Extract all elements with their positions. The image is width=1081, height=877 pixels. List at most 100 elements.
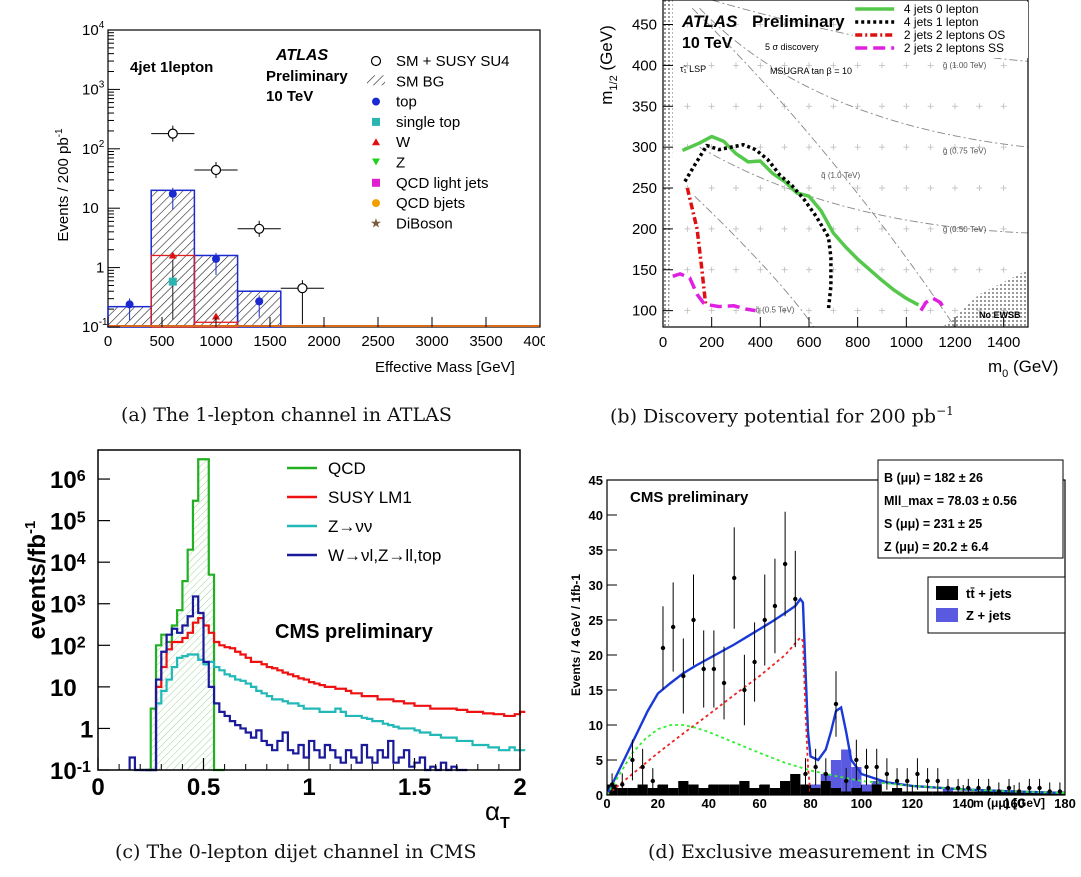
c-ytick-label: 102 xyxy=(50,633,86,660)
w-point xyxy=(168,251,177,259)
grid-cross xyxy=(684,266,691,273)
b-xtick-label: 1200 xyxy=(938,334,971,351)
top-point xyxy=(255,297,264,306)
d-xtick-label: 0 xyxy=(603,796,610,811)
b-legend-label: 4 jets 1 lepton xyxy=(904,15,979,29)
grid-cross xyxy=(733,307,739,314)
grid-cross xyxy=(976,307,983,314)
grid-cross xyxy=(1000,144,1007,151)
legend-marker-qcd-light xyxy=(372,178,380,187)
grid-cross xyxy=(757,225,764,232)
grid-cross xyxy=(879,225,885,232)
grid-cross xyxy=(781,144,788,151)
discovery-curve xyxy=(672,272,756,313)
grid-cross xyxy=(903,307,910,314)
grid-cross xyxy=(830,103,837,110)
iso-mass-label: q̃ (1.0 TeV) xyxy=(821,171,861,180)
grid-cross xyxy=(806,266,812,273)
a-prelim-label: Preliminary xyxy=(266,68,348,85)
discovery-curve xyxy=(683,142,833,310)
c-xtick-label: 1 xyxy=(302,774,315,801)
data-point xyxy=(793,596,798,602)
ttbar-bar xyxy=(708,784,719,795)
legend-marker-sm-susy xyxy=(370,55,382,67)
b-xtick-label: 0 xyxy=(659,334,667,351)
data-point xyxy=(843,778,849,784)
iso-mass-curve xyxy=(699,7,1029,148)
a-ytick-label: 103 xyxy=(82,79,105,98)
grid-cross xyxy=(927,307,934,314)
data-point xyxy=(660,645,666,651)
stats-box xyxy=(877,459,1064,559)
b-xlabel: m0 (GeV) xyxy=(988,357,1058,380)
grid-cross xyxy=(952,62,958,69)
stats-line: Mll_max = 78.03 ± 0.56 xyxy=(884,494,1017,508)
data-point xyxy=(976,785,981,791)
data-point xyxy=(1006,785,1012,791)
data-point xyxy=(762,617,767,623)
b-legend-label: 4 jets 0 lepton xyxy=(904,2,979,16)
b-no-ewsb-label: No EWSB xyxy=(979,310,1021,320)
c-xtick-label: 0.5 xyxy=(187,774,220,801)
data-point xyxy=(884,771,890,777)
data-point xyxy=(670,624,676,630)
c-xlabel: αT xyxy=(485,796,510,832)
c-ytick-label: 106 xyxy=(50,467,86,494)
grid-cross xyxy=(708,307,715,314)
a-xtick-label: 4000 xyxy=(523,333,545,350)
iso-mass-label: g̃ (0.50 TeV) xyxy=(942,225,986,234)
grid-cross xyxy=(976,103,983,110)
legend-label: QCD bjets xyxy=(396,195,465,212)
a-atlas-label: ATLAS xyxy=(275,47,328,64)
ttbar-bar xyxy=(678,781,689,795)
a-ytick-label: 104 xyxy=(82,20,105,39)
data-point xyxy=(955,785,961,791)
data-point xyxy=(854,757,859,763)
data-point xyxy=(650,778,655,784)
ttbar-bar xyxy=(688,784,699,795)
grid-cross xyxy=(952,185,958,192)
grid-cross xyxy=(952,307,958,314)
a-xtick-label: 0 xyxy=(104,333,112,350)
grid-cross xyxy=(927,144,934,151)
grid-cross xyxy=(976,185,983,192)
data-point xyxy=(701,666,706,672)
data-point xyxy=(640,764,645,770)
data-point xyxy=(823,771,829,777)
ttbar-bar xyxy=(668,788,679,795)
grid-cross xyxy=(854,144,861,151)
grid-cross xyxy=(806,103,812,110)
w-point xyxy=(212,312,220,320)
top-point xyxy=(168,189,177,198)
grid-cross xyxy=(806,225,812,232)
b-legend-label: 2 jets 2 leptons SS xyxy=(904,41,1004,55)
c-xtick-label: 0 xyxy=(91,774,104,801)
a-xtick-label: 3000 xyxy=(415,333,448,350)
ttbar-bar xyxy=(749,788,760,795)
data-point xyxy=(945,785,951,791)
top-point xyxy=(125,300,134,309)
iso-mass-label: q̃ (0.5 TeV) xyxy=(755,305,795,314)
d-plot-frame xyxy=(606,479,1066,796)
grid-cross xyxy=(879,307,885,314)
d-cms-label: CMS preliminary xyxy=(630,489,749,506)
data-point xyxy=(925,778,930,784)
grid-cross xyxy=(757,266,764,273)
grid-cross xyxy=(684,21,691,28)
grid-cross xyxy=(927,62,934,69)
b-xtick-label: 400 xyxy=(748,334,773,351)
c-ytick-label: 10-1 xyxy=(50,758,91,785)
legend-marker-diboson: ★ xyxy=(370,215,382,230)
grid-cross xyxy=(854,103,861,110)
legend-label: single top xyxy=(396,114,460,131)
stats-line: Z (μμ) = 20.2 ± 6.4 xyxy=(884,540,989,554)
grid-cross xyxy=(733,185,739,192)
d-xtick-label: 120 xyxy=(901,796,923,811)
grid-cross xyxy=(733,225,739,232)
grid-cross xyxy=(781,225,788,232)
a-xlabel: Effective Mass [GeV] xyxy=(375,359,515,376)
data-point xyxy=(1017,789,1022,794)
grid-cross xyxy=(903,62,910,69)
d-ytick-label: 10 xyxy=(589,718,603,733)
